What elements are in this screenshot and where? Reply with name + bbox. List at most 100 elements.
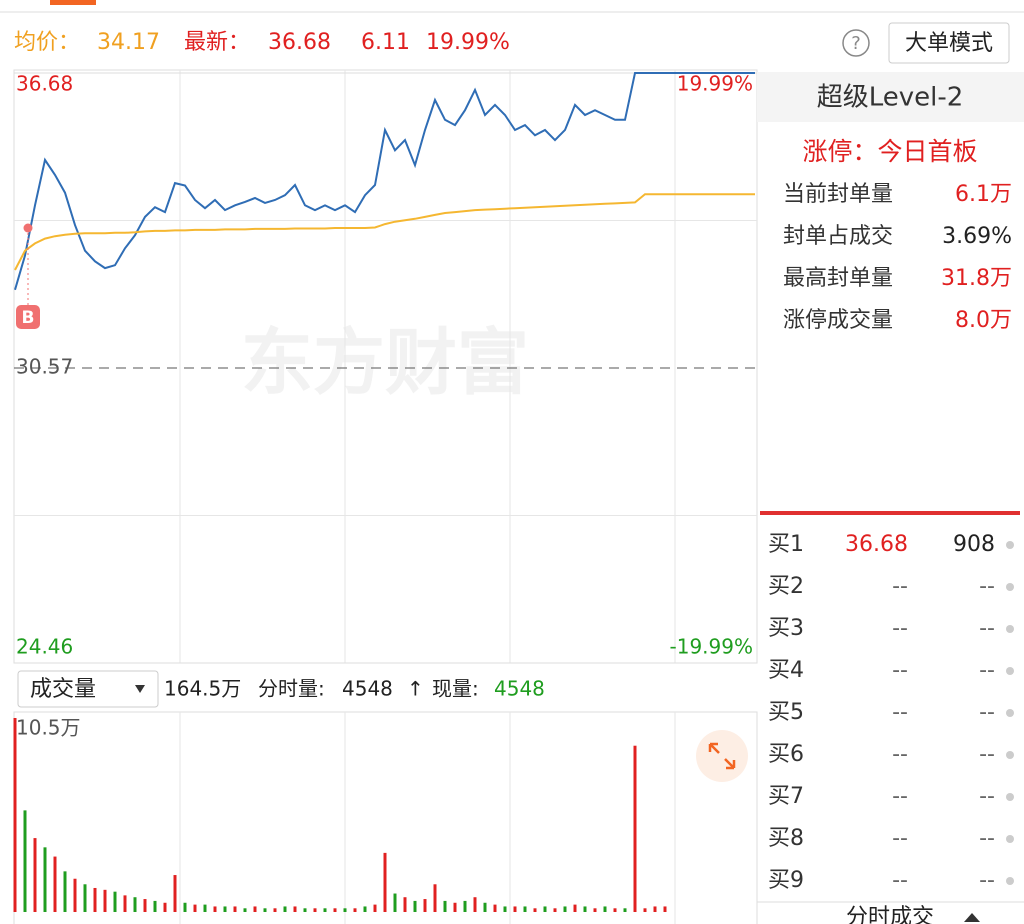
volume-chart: 10.5万	[13, 712, 676, 924]
volume-bar	[403, 897, 407, 912]
volume-bar	[663, 906, 667, 912]
current-volume-label: 现量:	[432, 677, 479, 701]
volume-bar	[363, 906, 367, 912]
dropdown-arrow[interactable]	[135, 685, 145, 693]
indicator-selector[interactable]	[17, 670, 159, 708]
volume-bar	[433, 884, 437, 912]
y-tick-label: 10.5万	[16, 716, 81, 740]
volume-bar	[123, 895, 127, 912]
bid-price: --	[892, 826, 908, 851]
volume-bar	[93, 887, 97, 912]
mode-button-label[interactable]: 大单模式	[905, 31, 993, 56]
help-icon[interactable]	[842, 29, 870, 57]
volume-bar	[133, 897, 137, 912]
volume-bar	[293, 906, 297, 912]
volume-bar	[443, 900, 447, 912]
volume-bar	[523, 906, 527, 912]
volume-bar	[193, 904, 197, 912]
indicator-selector-label[interactable]: 成交量	[30, 677, 96, 702]
volume-bar	[623, 908, 627, 912]
orderbook-divider	[760, 511, 1020, 515]
expand-icon[interactable]	[708, 742, 736, 770]
bid-volume: --	[979, 658, 995, 683]
volume-bar	[573, 904, 577, 912]
y-tick-label: 24.46	[16, 635, 73, 659]
volume-bar	[153, 900, 157, 912]
latest-price: 36.68	[268, 30, 331, 55]
stat-value: 8.0万	[955, 308, 1012, 333]
volume-bar	[43, 847, 47, 912]
mode-button[interactable]	[888, 22, 1010, 64]
volume-bar	[653, 906, 657, 912]
volume-bar	[173, 875, 177, 912]
bid-dot	[1006, 667, 1014, 675]
volume-bar	[213, 906, 217, 912]
bid-level: 买4	[768, 658, 804, 683]
bid-level: 买7	[768, 784, 804, 809]
volume-bar	[313, 908, 317, 912]
volume-bar	[303, 908, 307, 912]
avg-price: 34.17	[97, 30, 160, 55]
volume-bar	[343, 908, 347, 912]
active-tab-indicator	[50, 0, 96, 5]
current-volume: 4548	[494, 677, 545, 701]
bid-volume: --	[979, 784, 995, 809]
bid-volume: --	[979, 574, 995, 599]
footer-tab[interactable]: 分时成交	[846, 905, 934, 924]
expand-button[interactable]	[696, 730, 748, 782]
bid-level: 买9	[768, 868, 804, 893]
bid-price: --	[892, 574, 908, 599]
price-chart: 24.46 30.57 36.68 -19.99% 19.99% B	[14, 70, 757, 664]
total-volume: 164.5万	[164, 677, 241, 701]
volume-bar	[473, 897, 477, 912]
volume-bar	[163, 902, 167, 912]
level2-title: 超级Level-2	[817, 83, 964, 113]
volume-bar	[283, 906, 287, 912]
volume-bar	[393, 893, 397, 912]
volume-bar	[33, 838, 37, 912]
order-book: 买1 36.68 908 买2 -- -- 买3 -- -- 买4 -- -- 买5 -- -- 买6 -- --…	[768, 532, 1014, 893]
volume-bar	[613, 908, 617, 912]
volume-bar	[143, 899, 147, 912]
latest-label: 最新：	[184, 30, 250, 55]
volume-bar	[553, 908, 557, 912]
volume-bar	[53, 856, 57, 912]
period-volume-label: 分时量:	[258, 677, 325, 701]
help-text[interactable]: ?	[851, 33, 861, 54]
bid-price: --	[892, 784, 908, 809]
volume-bar	[63, 871, 67, 912]
bid-volume: --	[979, 742, 995, 767]
stat-label: 当前封单量	[783, 182, 893, 207]
volume-bar	[593, 908, 597, 912]
period-volume: 4548	[342, 677, 393, 701]
volume-bar	[183, 902, 187, 912]
bid-volume: --	[979, 700, 995, 725]
bid-level: 买1	[768, 532, 804, 557]
bid-price: --	[892, 742, 908, 767]
volume-bar	[383, 852, 387, 912]
bid-dot	[1006, 751, 1014, 759]
volume-bar	[483, 902, 487, 912]
bid-volume: --	[979, 868, 995, 893]
stat-value: 3.69%	[942, 224, 1012, 249]
volume-bar	[533, 908, 537, 912]
volume-bar	[583, 906, 587, 912]
volume-bar	[323, 908, 327, 912]
bid-volume: --	[979, 616, 995, 641]
level2-header	[757, 72, 1024, 122]
watermark: 东方财富	[241, 321, 529, 405]
volume-bar	[263, 908, 267, 912]
y2-tick-label: -19.99%	[670, 635, 753, 659]
limit-status: 涨停：今日首板	[802, 137, 977, 166]
stat-label: 最高封单量	[783, 266, 893, 291]
volume-bar	[23, 810, 27, 912]
footer-arrow[interactable]	[964, 913, 980, 922]
volume-bar	[373, 904, 377, 912]
bid-level: 买5	[768, 700, 804, 725]
y-tick-label: 36.68	[16, 72, 73, 96]
bid-price: --	[892, 868, 908, 893]
volume-bar	[253, 906, 257, 912]
volume-bar	[233, 906, 237, 912]
